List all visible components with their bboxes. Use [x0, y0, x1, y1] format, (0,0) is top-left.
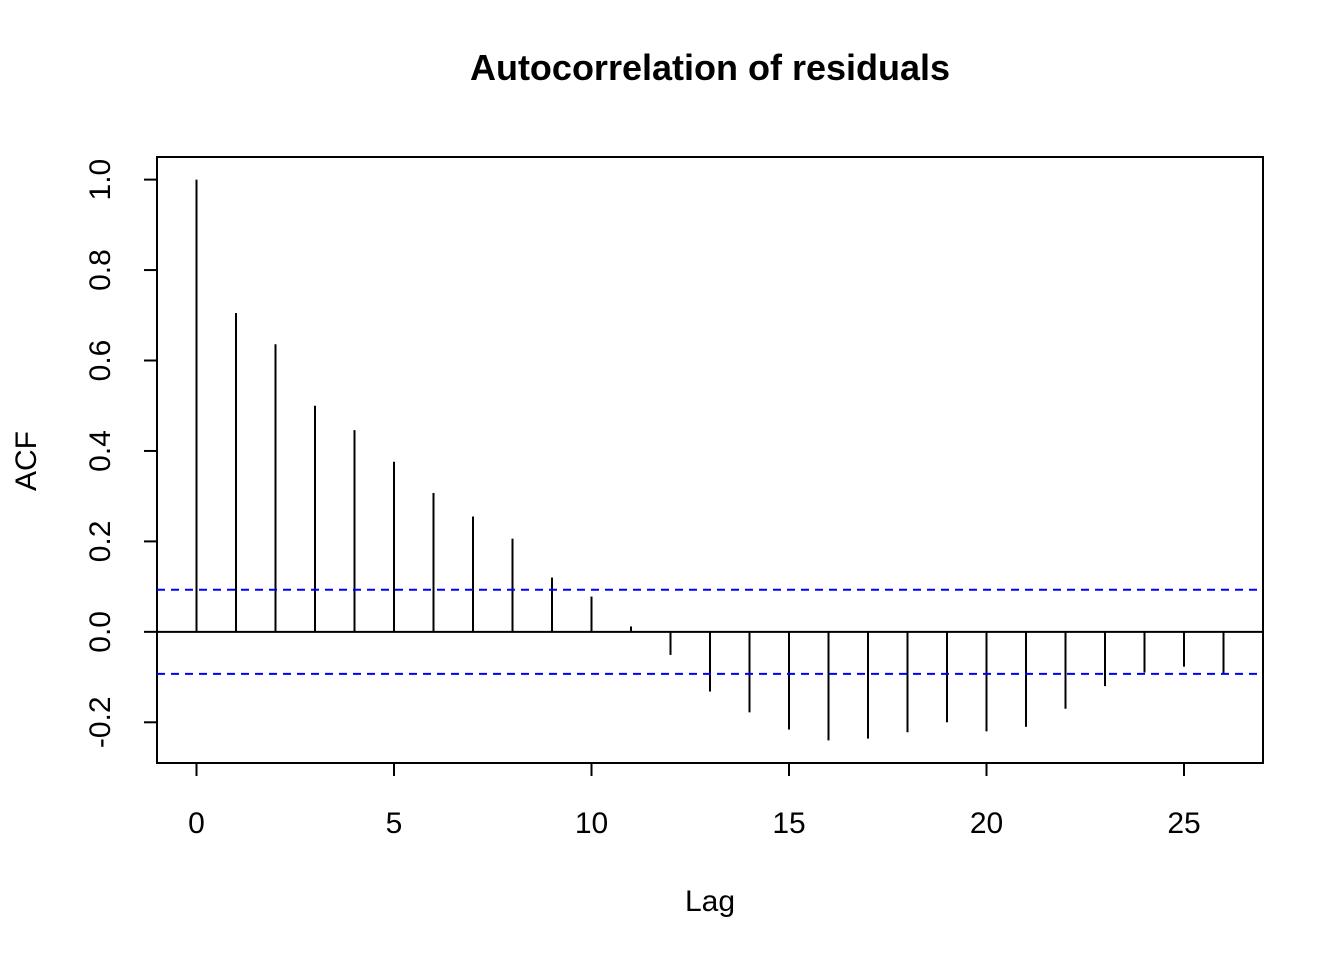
x-tick-label-25: 25 [1167, 807, 1200, 840]
y-tick-label-1: 0.0 [84, 611, 117, 653]
chart-title: Autocorrelation of residuals [470, 47, 950, 88]
y-tick-label-4: 0.6 [84, 340, 117, 382]
plot-frame [156, 156, 1264, 764]
y-tick-label-5: 0.8 [84, 249, 117, 291]
x-tick-label-10: 10 [575, 807, 608, 840]
x-tick-label-0: 0 [188, 807, 205, 840]
plot-area: 0 5 10 15 20 25 -0.2 0.0 0.2 0.4 0.6 0.8 1.0 [84, 156, 1264, 840]
x-axis-label: Lag [685, 885, 735, 918]
x-tick-label-15: 15 [772, 807, 805, 840]
y-tick-label-6: 1.0 [84, 159, 117, 201]
x-tick-label-20: 20 [970, 807, 1003, 840]
y-tick-label-3: 0.4 [84, 430, 117, 472]
y-axis-label: ACF [10, 431, 43, 491]
x-tick-label-5: 5 [386, 807, 403, 840]
y-tick-label-0: -0.2 [84, 696, 117, 748]
y-tick-label-2: 0.2 [84, 521, 117, 563]
